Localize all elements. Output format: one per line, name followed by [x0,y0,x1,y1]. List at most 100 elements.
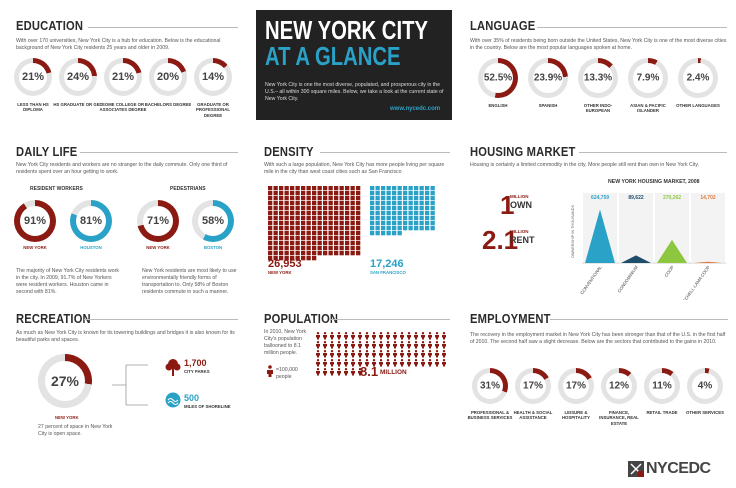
population-person [435,341,439,349]
population-person [316,341,320,349]
ny-density-square [339,246,344,251]
sf-density-square [430,226,435,231]
ny-density-square [345,226,350,231]
language-ring-value: 52.5% [483,72,513,84]
sf-density-square [425,206,430,211]
sf-density-square [430,211,435,216]
workers-text: The majority of New York City residents … [16,268,119,296]
sf-density-square [425,216,430,221]
ny-density-square [301,186,306,191]
nycedc-logo-text: NYCEDC [646,460,711,477]
sf-density-square [381,206,386,211]
sf-density-square [370,226,375,231]
ny-density-square [345,236,350,241]
ny-density-square [317,226,322,231]
shoreline-number: 500 [184,393,200,403]
ny-density-square [323,196,328,201]
ny-density-square [312,211,317,216]
ny-density-square [295,216,300,221]
ny-density-square [306,256,311,261]
sf-density-square [397,196,402,201]
tree-icon [165,359,181,376]
ny-density-square [279,246,284,251]
chart-category-label: MITCHELL-LAMA COOP [679,265,711,300]
workers-houston-label: HOUSTON [80,245,102,250]
ny-density-square [323,246,328,251]
sf-density-square [414,221,419,226]
sf-density-square [381,201,386,206]
population-person [407,341,411,349]
wave-icon [165,392,181,408]
sf-density-square [381,231,386,236]
sf-density-square [375,186,380,191]
ny-density-square [323,231,328,236]
ny-density-square [328,201,333,206]
population-person [386,332,390,340]
population-person [400,332,404,340]
sf-density-square [414,226,419,231]
sf-density-square [370,191,375,196]
ny-density-square [279,231,284,236]
pedestrians-ny-ring-value: 71% [146,215,170,227]
education-ring: 21% [104,58,142,96]
ny-density-square [284,186,289,191]
ny-density-square [328,216,333,221]
ny-density-square [339,196,344,201]
population-person [393,341,397,349]
ny-density-square [317,216,322,221]
sf-density-label: SAN FRANCISCO [370,270,406,275]
ny-density-square [295,231,300,236]
rent-unit: MILLION [510,229,529,234]
ny-density-square [356,201,361,206]
sf-density-square [419,206,424,211]
ny-density-square [328,236,333,241]
ny-density-square [328,211,333,216]
ny-density-square [312,216,317,221]
shoreline-label: MILES OF SHORELINE [184,404,231,409]
chart-value-label: 14,702 [700,195,716,201]
education-ring-label: HS GRADUATE OR GED [53,102,103,107]
ny-density-square [273,236,278,241]
ny-density-square [312,226,317,231]
ny-density-square [339,226,344,231]
ny-density-square [312,206,317,211]
ny-density-square [345,196,350,201]
chart-category-label: COOP [663,265,674,278]
population-person [316,332,320,340]
hero-title-line2: AT A GLANCE [265,41,401,71]
pedestrians-ny-ring: 71% [137,200,179,242]
education-ring-value: 21% [21,71,45,83]
population-person [337,368,341,376]
chart-value-label: 624,759 [591,195,609,201]
nycedc-logo[interactable]: NYCEDC [628,460,711,478]
sf-density-square [414,191,419,196]
sf-density-square [419,216,424,221]
population-person [379,359,383,367]
ny-density-square [350,226,355,231]
ny-density-square [301,216,306,221]
ny-density-square [328,251,333,256]
population-person [351,350,355,358]
ny-density-square [312,241,317,246]
ny-density-square [295,221,300,226]
recreation-title: RECREATION [16,311,91,326]
ny-density-square [290,241,295,246]
ny-density-square [295,211,300,216]
sf-density-square [414,196,419,201]
sf-density-square [425,196,430,201]
ny-density-square [268,251,273,256]
ny-density-square [279,216,284,221]
population-person [372,341,376,349]
population-text: In 2010, New York City's population ball… [264,329,307,357]
chart-category-label: CONDOMINIUM [617,264,640,293]
parks-label: CITY PARKS [184,369,210,374]
population-people-grid [316,332,446,376]
ny-density-square [295,206,300,211]
ny-density-square [268,196,273,201]
ny-density-square [290,186,295,191]
hero-url-link[interactable]: www.nycedc.com [390,106,441,112]
language-ring-value: 23.9% [533,72,563,84]
population-unit: MILLION [380,369,407,376]
language-ring-label: ASIAN & PACIFIC ISLANDER [630,103,666,114]
ny-density-square [273,251,278,256]
